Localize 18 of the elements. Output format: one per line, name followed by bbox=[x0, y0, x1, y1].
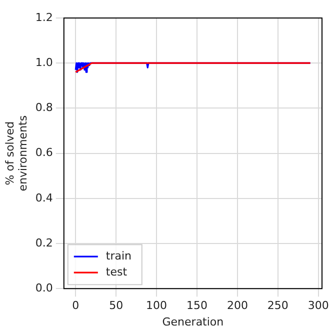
x-tick-label: 100 bbox=[146, 299, 168, 312]
legend-label: test bbox=[106, 265, 128, 278]
y-tick-label: 0.6 bbox=[35, 146, 53, 160]
y-tick-label: 0.8 bbox=[35, 101, 53, 114]
y-tick-label: 0.4 bbox=[35, 191, 53, 204]
x-tick-label: 0 bbox=[72, 299, 80, 312]
x-axis-title: Generation bbox=[162, 315, 224, 328]
x-tick-label: 250 bbox=[267, 299, 288, 312]
y-axis-title: % of solved environments bbox=[3, 115, 30, 192]
x-tick-label: 50 bbox=[109, 299, 124, 312]
y-tick-label: 1.0 bbox=[35, 56, 53, 69]
x-tick-label: 200 bbox=[226, 299, 248, 312]
y-tick-label: 1.2 bbox=[35, 10, 53, 24]
x-tick-label: 300 bbox=[308, 299, 329, 312]
y-tick-label: 0.0 bbox=[35, 281, 53, 294]
legend-label: train bbox=[106, 249, 132, 262]
y-tick-label: 0.2 bbox=[35, 236, 53, 250]
x-tick-label: 150 bbox=[186, 299, 208, 312]
